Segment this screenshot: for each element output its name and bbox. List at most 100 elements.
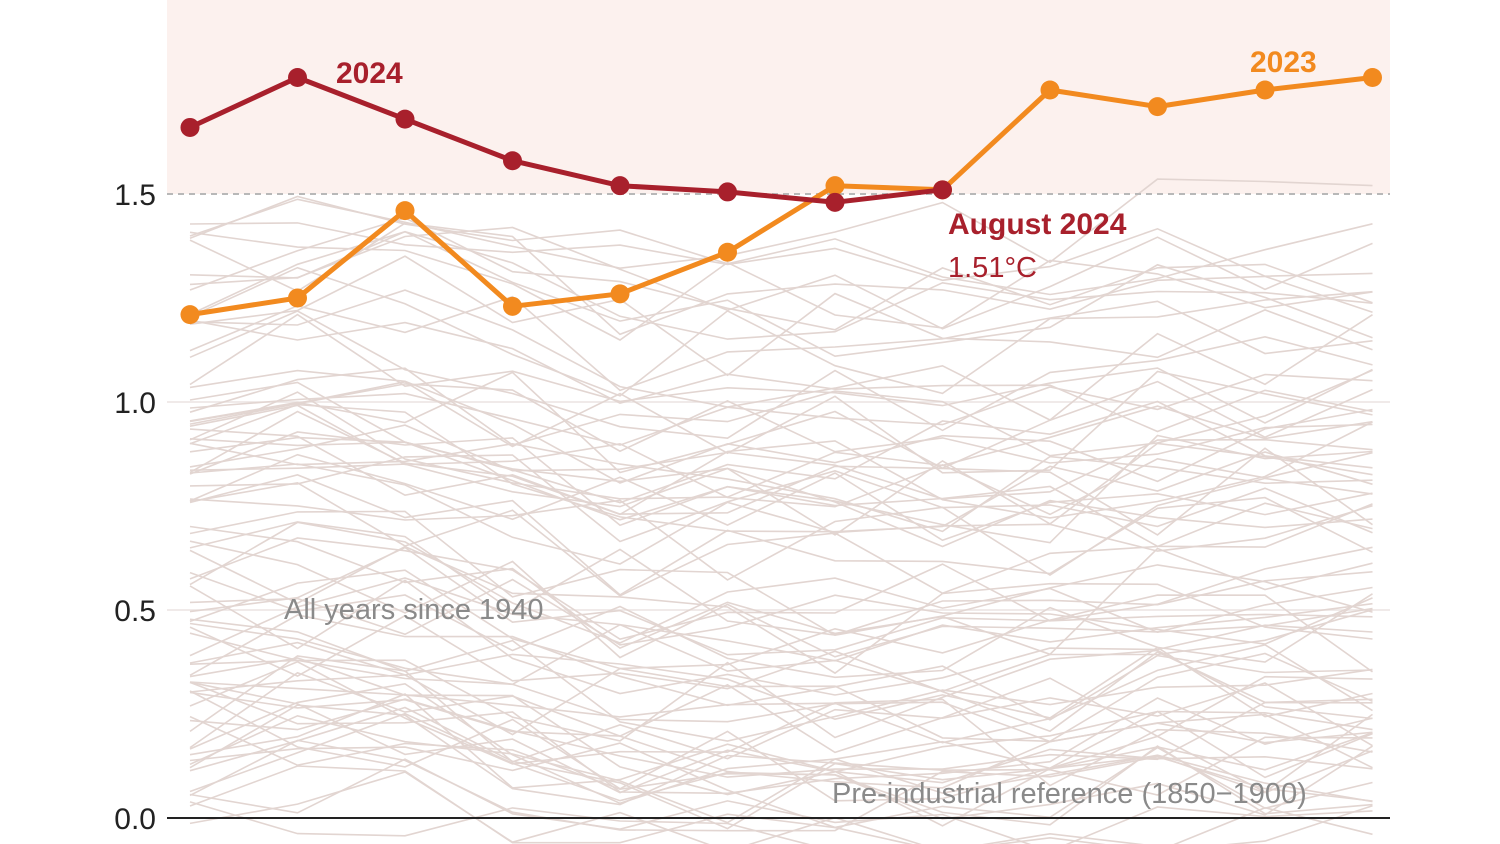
point-2023 [1255,80,1275,100]
background-year-line [189,230,1373,358]
point-2023 [825,176,845,196]
background-year-line [189,771,1373,844]
background-year-line [189,690,1373,802]
background-year-line [189,371,1373,474]
gridlines [167,401,1390,611]
background-year-line [189,641,1373,743]
point-2023 [610,284,630,304]
point-2023 [718,242,737,262]
background-year-line [189,370,1373,474]
background-year-line [189,521,1373,644]
background-year-line [189,222,1373,282]
label-2023: 2023 [1250,46,1317,79]
label-2024: 2024 [336,57,403,90]
background-year-line [189,310,1373,440]
background-year-line [189,195,1373,296]
background-year-line [189,226,1373,330]
background-year-line [189,681,1373,794]
background-year-line [189,373,1373,446]
background-year-line [189,295,1373,392]
background-year-line [189,758,1373,844]
background-year-line [189,577,1373,693]
above-threshold-shading [167,0,1390,194]
background-year-line [189,657,1373,796]
background-year-line [189,675,1373,754]
point-2024 [610,176,630,196]
background-year-line [189,477,1373,581]
background-year-line [189,463,1373,565]
background-year-line [189,540,1373,659]
background-year-line [189,546,1373,656]
point-2023 [288,288,307,308]
series-layer [180,68,1382,325]
background-year-line [189,369,1373,484]
y-tick-label: 1.0 [114,387,156,420]
background-year-line [189,521,1373,636]
series-line-2023 [189,75,1373,318]
background-year-line [189,313,1373,424]
highlight-title: August 2024 [948,208,1127,241]
point-2023 [1148,97,1167,117]
background-year-line [189,367,1373,457]
background-year-line [189,424,1373,500]
background-year-line [189,704,1373,806]
background-year-line [189,510,1373,637]
background-year-line [189,474,1373,596]
background-year-line [189,266,1373,397]
point-2023 [1040,80,1060,100]
background-year-line [189,714,1373,824]
background-year-line [189,525,1373,656]
background-year-line [189,671,1373,789]
y-axis-ticks: 0.0 0.5 1.0 1.5 2.0 °C [82,0,166,836]
background-year-line [189,698,1373,778]
point-2024 [825,192,845,212]
background-years-label: All years since 1940 [284,594,544,626]
background-year-line [189,578,1373,646]
background-year-line [189,436,1373,548]
background-year-line [189,319,1373,433]
point-2024 [718,182,737,202]
y-tick-label: 0.0 [114,803,156,836]
point-2024 [395,109,415,129]
point-2024 [503,151,522,171]
background-year-line [189,618,1373,742]
background-year-line [189,178,1373,270]
background-year-line [189,381,1373,504]
background-year-lines [189,178,1373,844]
background-year-line [189,579,1373,696]
background-year-line [189,391,1373,500]
baseline-label: Pre-industrial reference (1850−1900) [832,778,1307,810]
background-year-line [189,660,1373,787]
background-year-line [189,801,1144,844]
background-year-line [189,289,1373,421]
background-year-line [189,602,1373,686]
background-year-line [189,453,1373,542]
background-year-line [189,438,1373,548]
background-year-line [189,715,1373,826]
background-year-line [189,403,1373,533]
background-year-line [189,739,1373,832]
background-year-line [189,682,1373,805]
y-tick-label: 0.5 [114,595,156,628]
y-tick-label-top: 2.0 °C [82,0,166,4]
y-tick-label: 1.5 [114,179,156,212]
background-year-line [189,649,1373,742]
background-year-line [189,681,1373,795]
background-year-line [189,404,1373,516]
background-year-line [189,765,1373,844]
point-2023 [395,201,415,221]
point-2023 [180,305,200,325]
background-year-line [189,571,1373,679]
background-year-line [189,231,1373,341]
point-2023 [1363,68,1382,88]
point-2024 [180,117,200,137]
background-year-line [189,481,1373,597]
background-year-line [189,643,1373,744]
point-2024 [288,68,307,88]
background-year-line [189,255,1373,377]
background-year-line [189,217,1373,331]
background-year-line [189,569,1373,673]
background-year-line [189,537,1373,641]
background-year-line [189,383,1373,464]
